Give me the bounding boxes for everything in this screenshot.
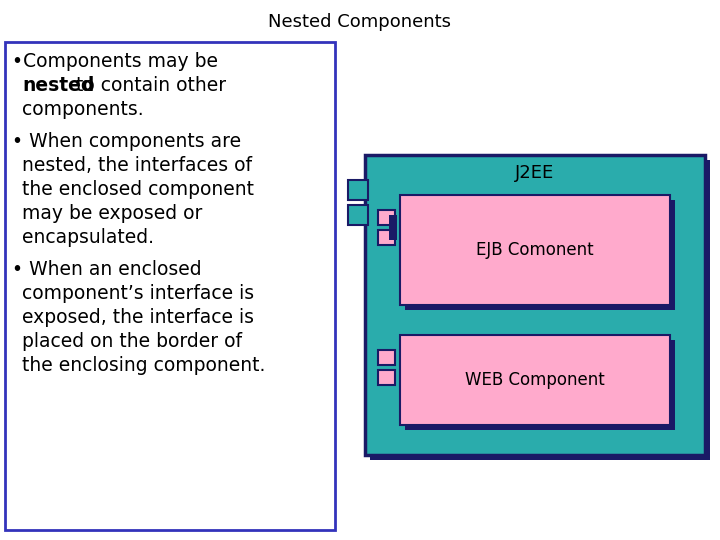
Text: • When an enclosed: • When an enclosed [12,260,202,279]
Text: • When components are: • When components are [12,132,241,151]
Bar [405,340,675,430]
Bar [400,335,670,425]
Bar [400,195,670,305]
Text: placed on the border of: placed on the border of [22,332,242,351]
Text: J2EE: J2EE [516,164,554,182]
Text: encapsulated.: encapsulated. [22,228,154,247]
Bar [378,350,395,365]
Text: to contain other: to contain other [70,76,226,95]
Bar [389,215,397,240]
Bar [378,370,395,385]
Bar [348,205,368,225]
Text: Nested Components: Nested Components [269,13,451,31]
Text: component’s interface is: component’s interface is [22,284,254,303]
Bar [378,210,395,225]
Text: WEB Component: WEB Component [465,371,605,389]
Text: exposed, the interface is: exposed, the interface is [22,308,254,327]
Bar [370,160,710,460]
Text: the enclosed component: the enclosed component [22,180,254,199]
Text: components.: components. [22,100,143,119]
Bar [405,200,675,310]
Text: EJB Comonent: EJB Comonent [476,241,594,259]
Bar [378,230,395,245]
Bar [365,155,705,455]
Text: nested: nested [22,76,94,95]
Text: nested, the interfaces of: nested, the interfaces of [22,156,252,175]
Text: •Components may be: •Components may be [12,52,218,71]
Bar [5,42,335,530]
Bar [348,180,368,200]
Text: the enclosing component.: the enclosing component. [22,356,266,375]
Text: may be exposed or: may be exposed or [22,204,202,223]
